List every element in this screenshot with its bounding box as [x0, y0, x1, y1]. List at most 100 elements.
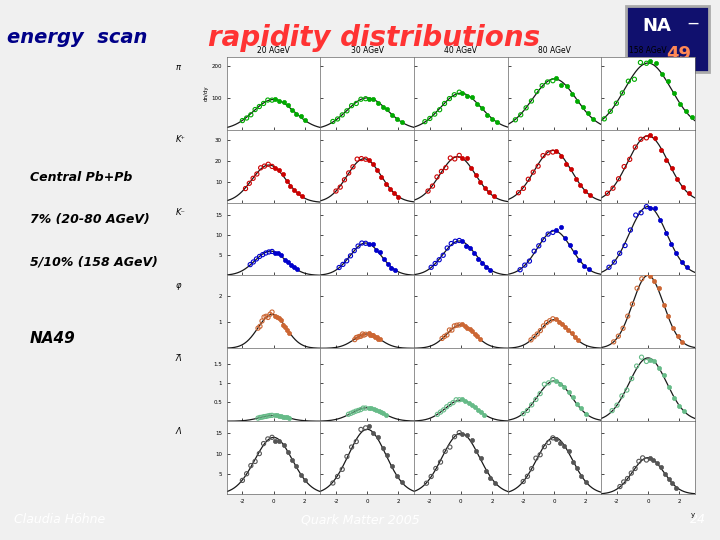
Point: [436, 167, 447, 176]
Point: [387, 111, 398, 119]
Point: [680, 107, 691, 116]
Point: [336, 111, 348, 119]
Point: [526, 401, 537, 409]
Point: [624, 155, 636, 164]
Point: [285, 260, 297, 269]
Point: [532, 162, 544, 171]
Point: [341, 106, 353, 115]
Point: [436, 334, 448, 343]
Point: [658, 301, 670, 309]
Point: [454, 88, 465, 97]
Point: [525, 335, 536, 344]
Point: [380, 410, 392, 419]
Point: [245, 111, 256, 119]
Point: [647, 456, 659, 464]
Point: [256, 413, 268, 422]
Point: [547, 375, 559, 384]
Point: [282, 413, 293, 422]
Point: [346, 443, 357, 451]
Point: [474, 177, 486, 186]
Point: [469, 248, 480, 257]
Point: [526, 464, 537, 473]
Point: [490, 478, 501, 487]
Point: [454, 151, 465, 160]
Point: [360, 239, 372, 248]
Point: [636, 353, 647, 361]
Point: [424, 114, 436, 123]
Point: [485, 474, 496, 482]
Point: [672, 174, 683, 183]
Point: [438, 251, 449, 260]
Point: [670, 483, 682, 492]
Point: [266, 247, 278, 256]
Point: [360, 94, 372, 103]
Point: [274, 411, 285, 420]
Point: [384, 184, 396, 193]
Point: [575, 404, 587, 413]
Point: [654, 363, 665, 372]
Point: [459, 397, 471, 406]
Point: [274, 97, 285, 105]
Point: [462, 92, 473, 101]
Text: NA49: NA49: [30, 331, 76, 346]
Point: [578, 261, 590, 270]
Point: [518, 184, 529, 193]
Point: [644, 131, 655, 140]
Point: [276, 251, 287, 260]
Point: [281, 177, 292, 185]
Point: [380, 179, 392, 188]
Point: [574, 255, 585, 264]
Point: [475, 408, 487, 416]
Point: [429, 259, 441, 268]
Point: [526, 97, 537, 105]
Point: [621, 386, 633, 394]
Point: [441, 244, 453, 252]
Point: [611, 99, 622, 107]
Point: [260, 312, 271, 321]
Point: [476, 104, 487, 113]
Point: [451, 395, 462, 404]
Point: [626, 374, 637, 383]
Point: [528, 247, 540, 255]
Point: [625, 226, 636, 234]
Point: [563, 447, 575, 456]
Point: [565, 165, 577, 174]
Point: [598, 114, 610, 123]
Point: [572, 400, 583, 408]
Point: [346, 102, 357, 110]
Point: [237, 476, 248, 485]
Point: [454, 321, 465, 329]
Point: [353, 406, 364, 415]
Point: [588, 114, 599, 123]
Point: [276, 411, 287, 420]
Point: [253, 449, 265, 458]
Point: [258, 99, 269, 108]
Point: [676, 258, 688, 266]
Point: [373, 407, 384, 416]
Point: [569, 248, 580, 256]
Point: [475, 454, 487, 462]
Point: [288, 186, 300, 194]
Y-axis label: dn/dy: dn/dy: [204, 85, 209, 101]
Point: [663, 382, 675, 391]
Point: [287, 106, 298, 114]
Point: [287, 456, 298, 464]
Text: 80 AGeV: 80 AGeV: [538, 45, 571, 55]
FancyBboxPatch shape: [626, 6, 709, 72]
Point: [240, 184, 251, 193]
Point: [454, 236, 465, 245]
Point: [641, 202, 652, 211]
FancyBboxPatch shape: [0, 0, 140, 78]
Point: [623, 77, 634, 85]
Point: [449, 321, 460, 330]
Point: [438, 99, 450, 108]
Point: [345, 252, 356, 260]
Point: [284, 414, 295, 422]
Point: [269, 312, 281, 321]
Point: [435, 408, 446, 416]
Point: [542, 230, 554, 239]
Point: [327, 117, 338, 126]
Point: [439, 447, 451, 456]
Point: [363, 421, 374, 430]
Point: [668, 88, 680, 97]
